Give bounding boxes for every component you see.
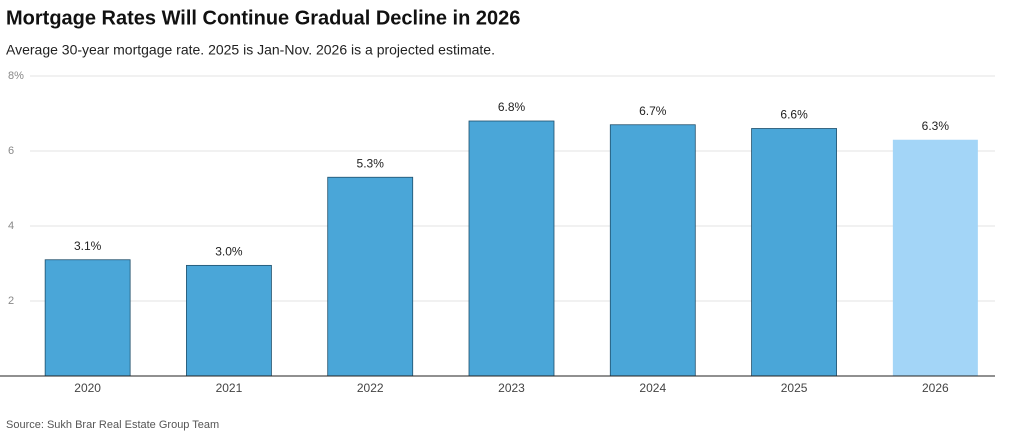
value-label: 5.3% xyxy=(357,156,385,170)
x-tick-label: 2026 xyxy=(922,381,949,395)
chart-title: Mortgage Rates Will Continue Gradual Dec… xyxy=(6,7,520,29)
y-tick-label: 2 xyxy=(8,295,14,307)
bar xyxy=(609,124,696,377)
bar xyxy=(892,139,978,376)
value-label: 6.8% xyxy=(498,100,526,114)
x-tick-label: 2020 xyxy=(74,381,101,395)
bar xyxy=(468,120,555,377)
value-label: 3.1% xyxy=(74,239,102,253)
value-label: 6.3% xyxy=(922,119,950,133)
bar xyxy=(186,264,272,377)
x-tick-label: 2023 xyxy=(498,381,525,395)
y-tick-label: 6 xyxy=(8,145,14,157)
chart-subtitle: Average 30-year mortgage rate. 2025 is J… xyxy=(6,42,495,58)
value-label: 3.0% xyxy=(215,245,243,259)
chart-source: Source: Sukh Brar Real Estate Group Team xyxy=(6,419,219,431)
bar xyxy=(44,259,131,377)
x-tick-label: 2021 xyxy=(216,381,243,395)
x-tick-label: 2025 xyxy=(781,381,808,395)
x-tick-label: 2024 xyxy=(639,381,666,395)
y-tick-label: 8% xyxy=(8,70,24,82)
bar xyxy=(327,176,414,377)
x-tick-label: 2022 xyxy=(357,381,384,395)
y-tick-label: 4 xyxy=(8,220,14,232)
value-label: 6.6% xyxy=(780,108,808,122)
bar xyxy=(751,128,837,377)
value-label: 6.7% xyxy=(639,104,667,118)
